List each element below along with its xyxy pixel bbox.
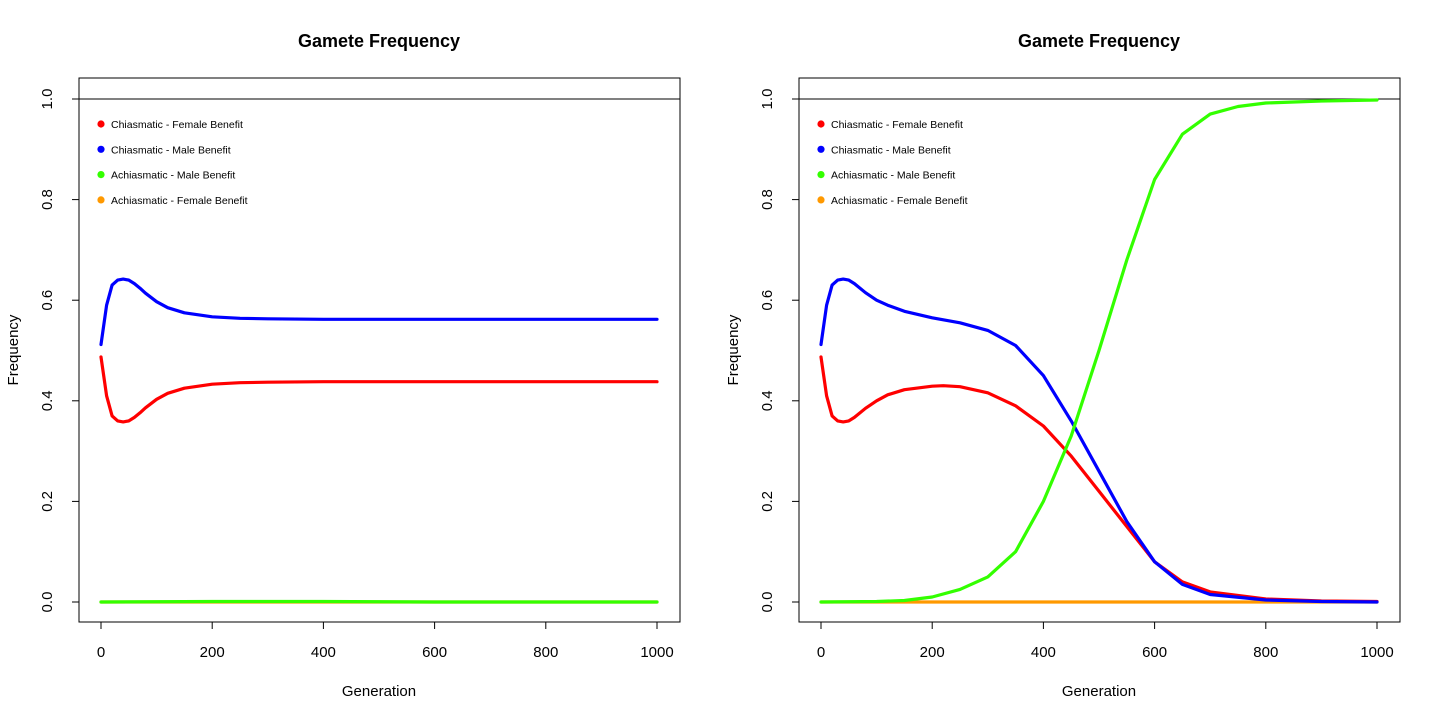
legend-marker-left (97, 120, 105, 128)
x-tick-label-right: 1000 (1360, 644, 1393, 661)
series-line-left (99, 355, 659, 424)
y-tick-label-right: 0.0 (759, 592, 776, 613)
series-line-left (99, 277, 659, 347)
y-axis-label-left: Frequency (5, 314, 22, 385)
x-tick-label-left: 200 (200, 644, 225, 661)
chart-panel-right: Gamete Frequency Generation Frequency 0 2… (725, 31, 1401, 700)
legend-entry-left: Achiasmatic - Male Benefit (111, 170, 235, 182)
legend-entry-right: Chiasmatic - Male Benefit (831, 144, 951, 156)
y-tick-label-left: 0.2 (39, 491, 56, 512)
y-tick-label-right: 0.6 (759, 290, 776, 311)
legend-entry-right: Chiasmatic - Female Benefit (831, 119, 963, 131)
legend-marker-left (97, 145, 105, 153)
y-tick-label-left: 0.6 (39, 290, 56, 311)
axes-right: 0 200 400 600 800 1000 0.0 0.2 0.4 0.6 0.8 1.0 (759, 89, 1400, 661)
legend-left: Chiasmatic - Female Benefit Chiasmatic - … (97, 119, 248, 207)
x-tick-label-left: 0 (97, 644, 105, 661)
series-lines-left (99, 277, 659, 604)
legend-marker-right (817, 196, 825, 204)
x-tick-label-left: 600 (422, 644, 447, 661)
x-tick-label-right: 800 (1253, 644, 1278, 661)
chart-panel-left: Gamete Frequency Generation Frequency 0 2… (5, 31, 681, 700)
series-line-right (819, 277, 1379, 604)
series-line-right (819, 355, 1379, 604)
legend-entry-left: Chiasmatic - Male Benefit (111, 144, 231, 156)
legend-marker-right (817, 171, 825, 179)
legend-marker-left (97, 171, 105, 179)
chart-title-left: Gamete Frequency (298, 31, 460, 51)
legend-marker-right (817, 145, 825, 153)
chart-title-right: Gamete Frequency (1018, 31, 1180, 51)
y-tick-label-left: 0.4 (39, 390, 56, 411)
x-tick-label-right: 200 (920, 644, 945, 661)
legend-entry-left: Chiasmatic - Female Benefit (111, 119, 243, 131)
axes-left: 0 200 400 600 800 1000 0.0 0.2 0.4 0.6 0.8 1.0 (39, 89, 680, 661)
x-axis-label-left: Generation (342, 683, 416, 700)
legend-right: Chiasmatic - Female Benefit Chiasmatic - … (817, 119, 968, 207)
legend-marker-left (97, 196, 105, 204)
legend-entry-right: Achiasmatic - Female Benefit (831, 195, 968, 207)
legend-entry-right: Achiasmatic - Male Benefit (831, 170, 955, 182)
x-tick-label-left: 1000 (640, 644, 673, 661)
series-line-left (99, 599, 659, 604)
y-tick-label-left: 1.0 (39, 89, 56, 110)
x-tick-label-left: 800 (533, 644, 558, 661)
y-tick-label-right: 0.2 (759, 491, 776, 512)
y-axis-label-right: Frequency (725, 314, 742, 385)
y-tick-label-right: 0.4 (759, 390, 776, 411)
series-line-right (819, 98, 1379, 604)
legend-entry-left: Achiasmatic - Female Benefit (111, 195, 248, 207)
y-tick-label-left: 0.8 (39, 189, 56, 210)
legend-marker-right (817, 120, 825, 128)
x-tick-label-right: 400 (1031, 644, 1056, 661)
y-tick-label-right: 1.0 (759, 89, 776, 110)
y-tick-label-right: 0.8 (759, 189, 776, 210)
x-tick-label-right: 0 (817, 644, 825, 661)
x-tick-label-left: 400 (311, 644, 336, 661)
x-axis-label-right: Generation (1062, 683, 1136, 700)
series-lines-right (819, 98, 1379, 604)
y-tick-label-left: 0.0 (39, 592, 56, 613)
plot-frame-left (78, 77, 681, 623)
x-tick-label-right: 600 (1142, 644, 1167, 661)
